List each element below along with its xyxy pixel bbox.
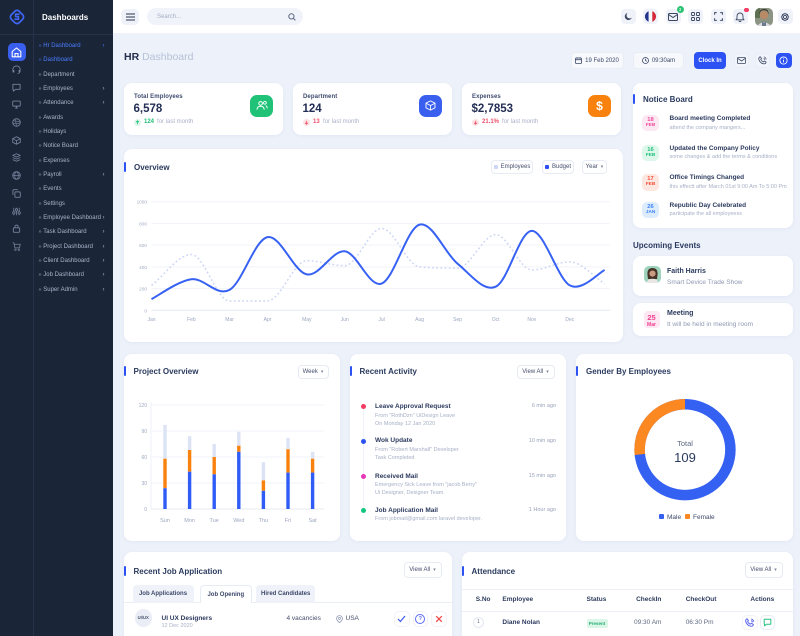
- svg-text:Mon: Mon: [184, 518, 195, 524]
- svg-text:90: 90: [141, 429, 147, 435]
- svg-text:0: 0: [144, 308, 147, 313]
- svg-text:Male: Male: [667, 514, 681, 521]
- svg-text:Apr: Apr: [264, 317, 272, 323]
- svg-text:800: 800: [139, 221, 147, 226]
- svg-text:Aug: Aug: [415, 317, 424, 323]
- svg-text:60: 60: [141, 455, 147, 461]
- svg-text:Dec: Dec: [565, 317, 574, 323]
- svg-text:109: 109: [674, 450, 696, 465]
- svg-text:Sat: Sat: [308, 518, 317, 524]
- svg-text:120: 120: [138, 403, 147, 409]
- svg-text:Jan: Jan: [147, 317, 155, 323]
- svg-text:Jun: Jun: [341, 317, 349, 323]
- svg-text:30: 30: [141, 481, 147, 487]
- svg-text:Wed: Wed: [233, 518, 244, 524]
- svg-text:Female: Female: [693, 514, 715, 521]
- svg-text:Sep: Sep: [453, 317, 462, 323]
- svg-text:Thu: Thu: [258, 518, 267, 524]
- svg-text:May: May: [302, 317, 312, 323]
- svg-text:Oct: Oct: [492, 317, 500, 323]
- svg-text:Tue: Tue: [209, 518, 218, 524]
- svg-text:Fri: Fri: [284, 518, 290, 524]
- svg-text:Sun: Sun: [160, 518, 170, 524]
- svg-text:Feb: Feb: [187, 317, 196, 323]
- svg-text:Total: Total: [677, 439, 693, 448]
- svg-text:400: 400: [139, 265, 147, 270]
- svg-text:Mar: Mar: [225, 317, 234, 323]
- svg-text:Jul: Jul: [378, 317, 384, 323]
- svg-text:Nov: Nov: [527, 317, 536, 323]
- svg-text:200: 200: [139, 287, 147, 292]
- svg-text:0: 0: [144, 507, 147, 513]
- svg-text:1000: 1000: [137, 200, 148, 205]
- svg-text:600: 600: [139, 243, 147, 248]
